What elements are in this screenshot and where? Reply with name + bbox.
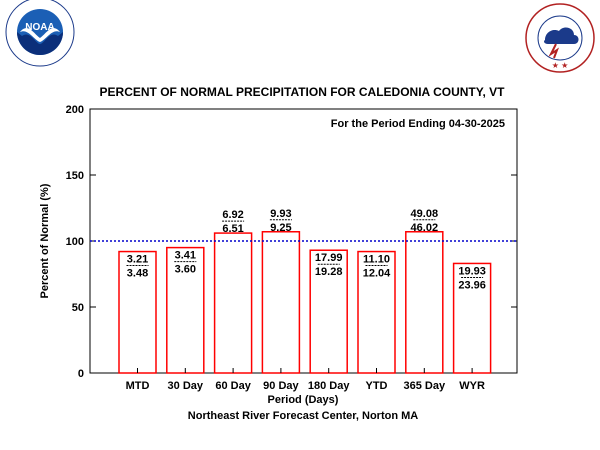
observed-value-label: 9.93 (270, 208, 291, 220)
observed-value-label: 6.92 (222, 209, 243, 221)
bars: MTD 3.21 3.48 30 Day 3.41 3.60 60 Day 6.92 6.51 9… (118, 208, 492, 392)
normal-value-label: 6.51 (222, 223, 243, 235)
x-tick-label: MTD (126, 380, 150, 392)
y-tick-label: 50 (72, 302, 84, 314)
bar-60-day (213, 232, 253, 374)
observed-value-label: 3.41 (175, 250, 196, 262)
normal-value-label: 9.25 (270, 222, 291, 234)
chart-subtitle: For the Period Ending 04-30-2025 (331, 118, 505, 130)
normal-value-label: 46.02 (411, 222, 439, 234)
bar-365-day (405, 231, 444, 374)
observed-value-label: 3.21 (127, 254, 148, 266)
normal-value-label: 3.48 (127, 268, 148, 280)
chart-footer: Northeast River Forecast Center, Norton … (188, 410, 418, 422)
bar-90-day (261, 231, 301, 374)
observed-value-label: 19.93 (458, 265, 486, 277)
chart-title: PERCENT OF NORMAL PRECIPITATION FOR CALE… (100, 85, 506, 99)
nws-logo-stars: ★ ★ (552, 61, 569, 70)
observed-value-label: 17.99 (315, 252, 343, 264)
normal-value-label: 3.60 (175, 264, 196, 276)
y-tick-label: 200 (66, 104, 84, 116)
y-axis-label: Percent of Normal (%) (39, 183, 51, 298)
x-tick-label: WYR (459, 380, 485, 392)
x-tick-label: 180 Day (308, 380, 350, 392)
noaa-logo-text: NOAA (25, 22, 54, 33)
y-axis: 0 50 100 150 200 (66, 104, 517, 380)
x-axis-label: Period (Days) (268, 394, 339, 406)
noaa-logo: NOAA (5, 0, 75, 67)
observed-value-label: 11.10 (363, 254, 390, 266)
x-tick-label: 60 Day (215, 380, 251, 392)
observed-value-label: 49.08 (411, 208, 439, 220)
y-tick-label: 100 (66, 236, 84, 248)
x-tick-label: YTD (366, 380, 388, 392)
normal-value-label: 12.04 (363, 268, 391, 280)
x-tick-label: 365 Day (404, 380, 446, 392)
x-tick-label: 30 Day (168, 380, 204, 392)
normal-value-label: 23.96 (458, 279, 486, 291)
x-tick-label: 90 Day (263, 380, 299, 392)
y-tick-label: 0 (78, 368, 84, 380)
y-tick-label: 150 (66, 170, 84, 182)
nws-logo: ★ ★ (525, 3, 595, 73)
normal-value-label: 19.28 (315, 266, 343, 278)
